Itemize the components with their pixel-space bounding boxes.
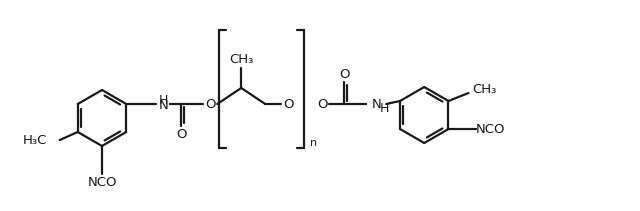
Text: N: N [372,97,382,111]
Text: O: O [339,68,349,81]
Text: H: H [159,93,168,107]
Text: NCO: NCO [87,176,116,188]
Text: H: H [380,101,390,115]
Text: O: O [283,97,294,111]
Text: H₃C: H₃C [22,134,47,146]
Text: NCO: NCO [476,123,505,135]
Text: CH₃: CH₃ [229,53,253,65]
Text: n: n [310,138,317,148]
Text: O: O [317,97,328,111]
Text: CH₃: CH₃ [472,83,497,96]
Text: O: O [176,127,186,141]
Text: O: O [205,97,216,111]
Text: N: N [158,99,168,111]
